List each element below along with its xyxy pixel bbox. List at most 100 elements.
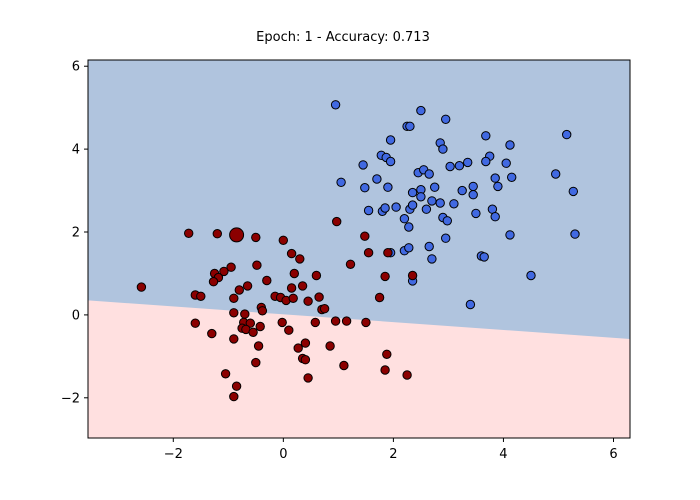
data-point <box>190 318 201 328</box>
data-point <box>380 271 390 282</box>
y-tick-label: 6 <box>72 60 80 75</box>
data-point <box>468 190 478 200</box>
x-axis: −2 0 2 4 6 <box>164 438 618 462</box>
data-point <box>229 334 239 344</box>
data-point <box>136 282 147 292</box>
data-point <box>212 229 223 239</box>
data-point <box>300 355 311 365</box>
data-point <box>385 156 396 167</box>
data-point <box>360 231 370 241</box>
data-point <box>374 292 385 303</box>
data-point <box>255 321 265 332</box>
data-point <box>220 369 231 379</box>
data-point <box>286 283 297 293</box>
data-point <box>229 293 239 303</box>
data-point <box>471 208 481 219</box>
data-point <box>383 248 393 258</box>
data-point <box>289 268 299 279</box>
data-point <box>490 212 500 222</box>
data-point <box>505 230 515 240</box>
data-point <box>424 241 434 252</box>
x-tick-label: 6 <box>609 447 617 462</box>
data-point <box>490 173 500 183</box>
chart-title: Epoch: 1 - Accuracy: 0.713 <box>256 30 430 45</box>
data-point <box>505 140 515 150</box>
data-point <box>248 327 258 337</box>
data-point <box>382 349 392 359</box>
data-point <box>465 299 476 310</box>
data-point <box>407 200 418 210</box>
plot-frame <box>87 59 631 439</box>
data-point <box>361 317 371 328</box>
data-point <box>336 177 346 188</box>
data-point <box>245 318 256 328</box>
data-point <box>208 277 219 287</box>
data-point <box>402 370 412 380</box>
data-point <box>295 254 305 264</box>
data-point <box>184 228 194 239</box>
data-point <box>303 373 313 383</box>
data-point <box>242 281 253 291</box>
data-point <box>441 114 451 125</box>
data-point <box>526 270 536 281</box>
data-point <box>341 316 352 326</box>
highlighted-data-point <box>229 227 245 243</box>
data-point <box>252 260 262 270</box>
data-point <box>457 185 467 196</box>
data-point <box>314 292 324 302</box>
data-point <box>445 161 455 172</box>
data-point <box>380 365 390 375</box>
data-point <box>300 338 311 348</box>
data-point <box>240 309 250 319</box>
data-point <box>311 270 322 281</box>
data-point <box>293 343 303 353</box>
data-point <box>297 281 308 291</box>
data-point <box>442 216 452 226</box>
y-tick-label: 0 <box>72 308 80 323</box>
data-point <box>405 121 415 132</box>
data-point <box>277 317 287 328</box>
data-point <box>416 192 426 202</box>
data-point <box>468 181 478 192</box>
data-point <box>229 308 239 318</box>
data-point <box>435 198 445 208</box>
x-tick-label: −2 <box>164 447 183 462</box>
data-point <box>385 135 396 145</box>
data-point <box>568 186 578 197</box>
data-point <box>278 235 288 246</box>
data-point <box>449 199 459 209</box>
y-axis: −2 0 2 4 6 <box>61 60 88 406</box>
data-point <box>303 296 313 306</box>
data-point <box>421 204 432 214</box>
data-point <box>479 252 489 262</box>
data-point <box>234 285 245 295</box>
data-point <box>416 105 426 116</box>
data-point <box>363 205 374 216</box>
data-point <box>427 196 437 206</box>
data-point <box>463 157 473 168</box>
data-point <box>360 183 370 193</box>
data-point <box>404 222 414 232</box>
series-1 <box>136 216 418 402</box>
series-0 <box>330 100 580 310</box>
data-point <box>380 203 390 213</box>
y-tick-label: 2 <box>72 226 80 241</box>
data-point <box>372 174 382 184</box>
x-tick-label: 0 <box>279 447 287 462</box>
y-tick-label: −2 <box>61 391 80 406</box>
data-point <box>339 360 349 371</box>
data-point <box>404 243 414 253</box>
data-point <box>286 248 297 259</box>
decision-region-lower <box>88 300 630 438</box>
data-point <box>253 341 264 351</box>
data-point <box>570 229 580 239</box>
data-point <box>383 182 393 192</box>
plot-area <box>88 60 630 438</box>
data-point <box>251 232 261 243</box>
data-point <box>358 160 368 170</box>
data-point <box>345 259 356 269</box>
data-point <box>288 293 298 303</box>
data-point <box>262 275 272 286</box>
data-point <box>551 169 561 179</box>
